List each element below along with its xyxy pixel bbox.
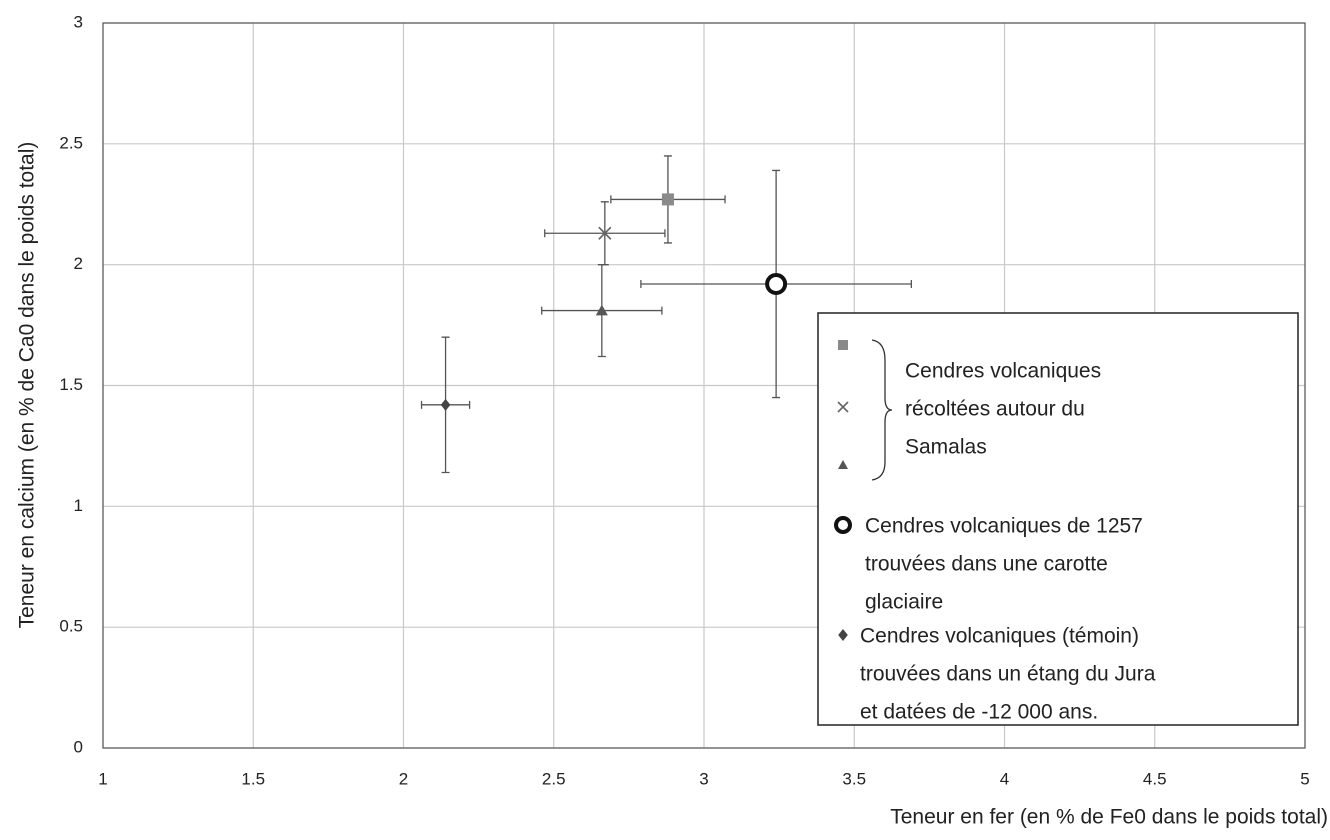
- legend-label: glaciaire: [865, 591, 943, 614]
- x-tick-label: 3: [699, 769, 708, 788]
- marker: [661, 193, 674, 206]
- legend-marker: [838, 340, 848, 350]
- x-tick-label: 4: [1000, 769, 1009, 788]
- marker: [765, 273, 788, 295]
- y-tick-label: 1: [74, 496, 83, 515]
- legend-marker: [837, 401, 849, 413]
- y-tick-label: 1.5: [59, 375, 83, 394]
- marker: [838, 629, 848, 641]
- marker: [598, 226, 612, 240]
- x-tick-label: 2: [399, 769, 408, 788]
- legend-brace: [871, 339, 893, 481]
- legend-label: Cendres volcaniques: [905, 360, 1101, 383]
- y-tick-label: 3: [74, 12, 83, 31]
- legend-label: Cendres volcaniques (témoin): [860, 625, 1139, 648]
- x-axis-title: Teneur en fer (en % de Fe0 dans le poids…: [890, 806, 1328, 829]
- marker: [834, 516, 852, 534]
- marker: [595, 304, 608, 316]
- y-tick-label: 2.5: [59, 133, 83, 152]
- x-tick-label: 5: [1300, 769, 1309, 788]
- y-tick-label: 0: [74, 737, 83, 756]
- legend-marker: [838, 460, 848, 469]
- y-axis-title: Teneur en calcium (en % de Ca0 dans le p…: [16, 142, 39, 629]
- y-tick-label: 2: [74, 254, 83, 273]
- legend-label: et datées de -12 000 ans.: [860, 701, 1098, 724]
- x-tick-label: 1: [98, 769, 107, 788]
- x-tick-label: 4.5: [1143, 769, 1167, 788]
- plot-border: [102, 22, 1306, 749]
- y-tick-label: 0.5: [59, 617, 83, 636]
- legend-label: récoltées autour du: [905, 398, 1085, 421]
- legend-label: trouvées dans un étang du Jura: [860, 663, 1156, 686]
- legend-label: Samalas: [905, 436, 987, 459]
- x-tick-label: 2.5: [542, 769, 566, 788]
- x-tick-label: 1.5: [241, 769, 265, 788]
- legend-label: Cendres volcaniques de 1257: [865, 515, 1143, 538]
- legend-label: trouvées dans une carotte: [865, 553, 1108, 576]
- legend-box: [817, 312, 1299, 726]
- marker: [440, 398, 451, 411]
- x-tick-label: 3.5: [842, 769, 866, 788]
